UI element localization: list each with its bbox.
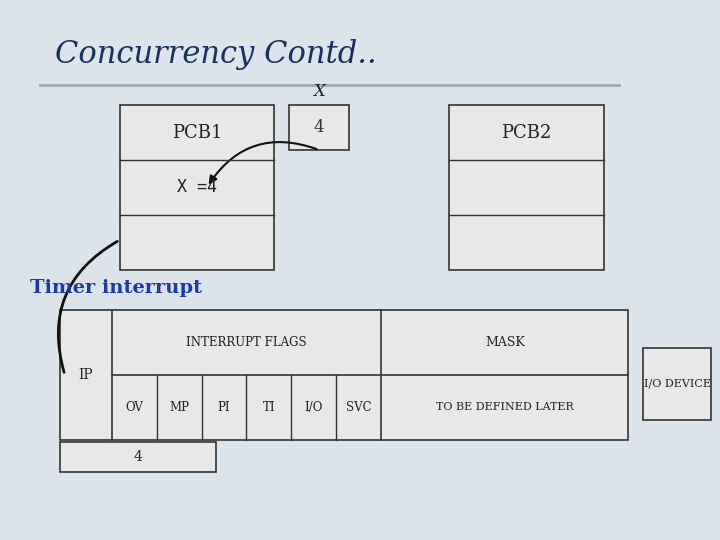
Text: MASK: MASK — [485, 336, 525, 349]
Bar — [60, 442, 217, 472]
Text: TO BE DEFINED LATER: TO BE DEFINED LATER — [436, 402, 574, 413]
Text: PI: PI — [217, 401, 230, 414]
Text: SVC: SVC — [346, 401, 372, 414]
Text: TI: TI — [263, 401, 275, 414]
Text: PCB1: PCB1 — [172, 124, 222, 142]
Text: X: X — [313, 83, 325, 100]
Bar — [449, 105, 603, 270]
Bar — [644, 348, 711, 420]
Text: Concurrency Contd..: Concurrency Contd.. — [55, 39, 377, 71]
Text: MP: MP — [169, 401, 189, 414]
Text: Timer interrupt: Timer interrupt — [30, 279, 202, 297]
Text: I/O DEVICE: I/O DEVICE — [644, 379, 711, 389]
Text: IP: IP — [78, 368, 93, 382]
Text: 4: 4 — [314, 119, 325, 136]
Text: X =4: X =4 — [177, 178, 217, 196]
Bar — [289, 105, 349, 150]
Text: 4: 4 — [134, 450, 143, 464]
FancyArrowPatch shape — [58, 241, 117, 373]
Bar — [60, 310, 629, 440]
Text: PCB2: PCB2 — [501, 124, 552, 142]
Text: INTERRUPT FLAGS: INTERRUPT FLAGS — [186, 336, 307, 349]
Text: I/O: I/O — [305, 401, 323, 414]
Text: OV: OV — [125, 401, 143, 414]
FancyArrowPatch shape — [210, 142, 317, 183]
Bar — [120, 105, 274, 270]
